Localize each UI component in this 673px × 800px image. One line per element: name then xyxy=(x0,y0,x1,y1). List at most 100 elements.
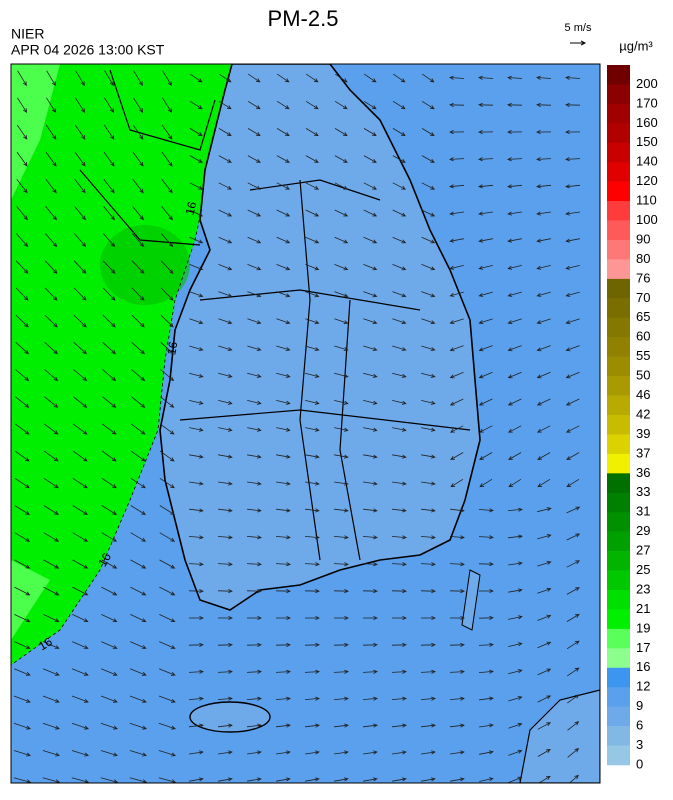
wind-arrow xyxy=(130,505,147,516)
wind-arrow xyxy=(130,423,146,435)
wind-arrow xyxy=(363,155,377,163)
wind-arrow xyxy=(218,318,233,325)
wind-arrow xyxy=(218,100,232,110)
wind-arrow xyxy=(334,155,348,163)
wind-arrow xyxy=(363,750,378,755)
wind-arrow xyxy=(478,130,494,135)
wind-arrow xyxy=(102,260,116,274)
wind-arrow xyxy=(363,508,378,513)
wind-arrow xyxy=(536,157,552,162)
wind-arrow xyxy=(189,777,204,782)
colorbar-label: 9 xyxy=(636,698,643,713)
wind-arrow xyxy=(130,586,147,596)
wind-arrow xyxy=(392,318,407,325)
colorbar-segment xyxy=(607,220,630,241)
wind-arrow xyxy=(132,124,144,140)
wind-arrow xyxy=(304,696,320,701)
wind-arrow xyxy=(218,291,233,298)
colorbar-segment xyxy=(607,337,630,357)
wind-arrow xyxy=(566,667,580,677)
wind-arrow xyxy=(478,345,493,352)
wind-arrow xyxy=(217,669,233,674)
wind-arrow xyxy=(536,345,551,352)
wind-arrow xyxy=(13,722,31,730)
wind-arrow xyxy=(45,206,57,221)
colorbar-label: 70 xyxy=(636,290,650,305)
wind-arrow xyxy=(478,102,494,107)
wind-arrow xyxy=(392,427,407,432)
wind-arrow xyxy=(218,400,233,405)
wind-arrow xyxy=(188,642,204,647)
colorbar-segment xyxy=(607,395,630,416)
wind-arrow xyxy=(479,723,494,728)
wind-arrow xyxy=(478,425,493,433)
wind-arrow xyxy=(391,562,407,567)
wind-arrow xyxy=(565,130,581,135)
wind-arrow xyxy=(449,535,465,540)
wind-arrow xyxy=(478,265,493,270)
wind-arrow xyxy=(247,481,262,486)
wind-arrow xyxy=(362,669,378,674)
wind-arrow xyxy=(161,124,173,140)
colorbar-label: 90 xyxy=(636,231,650,246)
wind-arrow xyxy=(565,211,580,216)
wind-arrow xyxy=(72,532,89,542)
wind-arrow xyxy=(160,287,174,301)
wind-arrow xyxy=(334,777,349,782)
wind-arrow xyxy=(421,155,435,163)
wind-arrow xyxy=(247,750,262,755)
wind-arrow xyxy=(449,238,464,243)
wind-arrow xyxy=(17,97,28,114)
colorbar-segment xyxy=(607,453,630,474)
wind-arrow xyxy=(276,209,291,217)
contour-label: 16 xyxy=(164,340,180,356)
wind-arrow xyxy=(449,642,465,647)
wind-arrow xyxy=(276,372,291,378)
wind-arrow xyxy=(420,723,436,728)
wind-arrow xyxy=(304,669,320,674)
colorbar-segment xyxy=(607,512,630,532)
wind-arrow xyxy=(537,478,551,488)
wind-arrow xyxy=(537,668,552,676)
wind-arrow xyxy=(131,260,145,274)
wind-arrow xyxy=(333,723,349,728)
tsushima-island xyxy=(461,569,481,631)
wind-arrow xyxy=(507,265,522,270)
wind-arrow xyxy=(247,427,262,432)
wind-arrow xyxy=(508,588,523,593)
wind-arrow xyxy=(247,454,262,459)
wind-arrow xyxy=(101,614,118,622)
wind-arrow xyxy=(536,398,551,406)
colorbar-label: 60 xyxy=(636,329,650,344)
province-borders-north xyxy=(79,69,216,246)
colorbar-label: 17 xyxy=(636,640,650,655)
wind-arrow xyxy=(507,534,523,539)
wind-arrow xyxy=(363,182,378,190)
wind-arrow xyxy=(188,669,204,674)
wind-arrow xyxy=(158,695,176,703)
wind-arrow xyxy=(130,450,146,462)
wind-arrow xyxy=(421,345,436,351)
wind-arrow xyxy=(132,179,144,194)
wind-arrow xyxy=(43,586,60,596)
wind-arrow xyxy=(421,209,436,217)
wind-arrow xyxy=(217,723,233,728)
wind-arrow xyxy=(537,560,552,567)
wind-arrow xyxy=(536,318,551,325)
wind-arrow xyxy=(449,157,465,162)
wind-arrow xyxy=(334,318,349,325)
high-field xyxy=(11,64,235,665)
wind-arrow xyxy=(507,130,523,135)
wind-arrow xyxy=(392,236,407,244)
wind-arrow xyxy=(421,400,436,405)
source: NIER xyxy=(11,26,44,42)
wind-arrow xyxy=(101,505,118,516)
high-field-light xyxy=(11,64,60,640)
wind-arrow xyxy=(333,535,349,540)
wind-arrow xyxy=(276,400,291,405)
wind-arrow xyxy=(15,287,29,301)
wind-arrow xyxy=(131,342,145,355)
wind-arrow xyxy=(507,318,522,325)
wind-arrow xyxy=(362,696,378,701)
wind-arrow xyxy=(217,642,233,647)
